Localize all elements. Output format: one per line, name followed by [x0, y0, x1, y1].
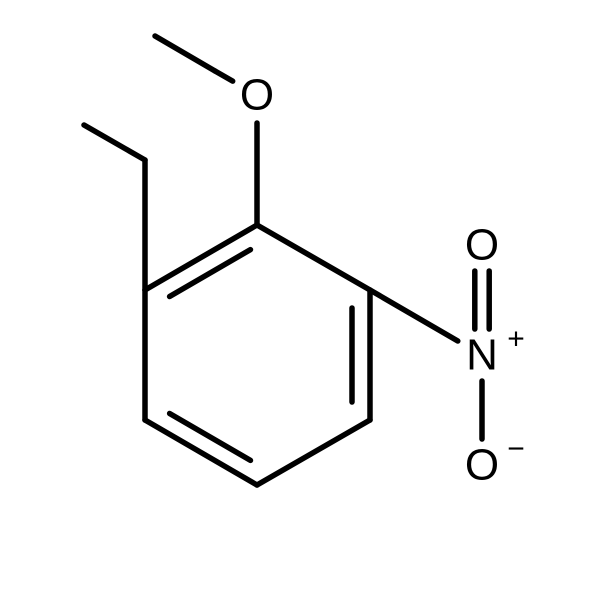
atom-charge-N10: + — [507, 323, 525, 356]
molecule-diagram: ON+OO− — [0, 0, 600, 600]
atom-label-O12: O — [465, 441, 499, 490]
atom-label-O11: O — [465, 221, 499, 270]
atom-label-O8: O — [240, 71, 274, 120]
atom-label-N10: N — [466, 331, 498, 380]
atom-charge-O12: − — [507, 433, 525, 466]
bonds-layer — [84, 36, 489, 485]
